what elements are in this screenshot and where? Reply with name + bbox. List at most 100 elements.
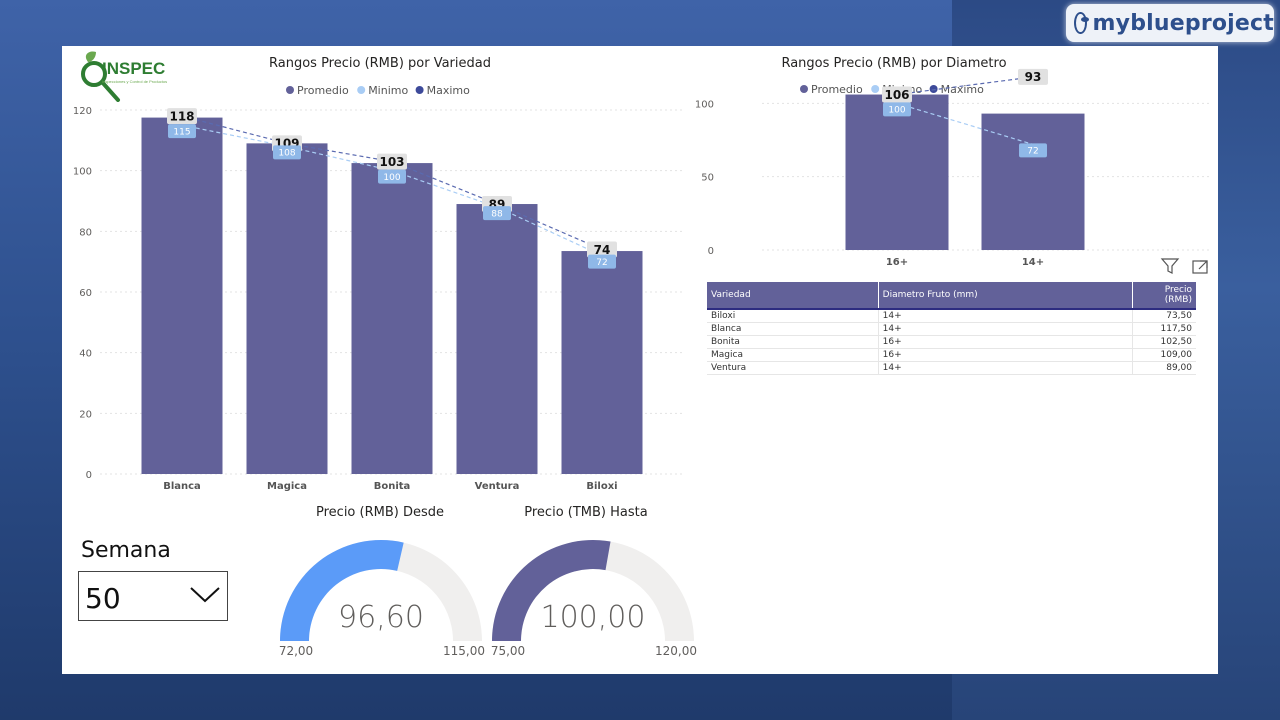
data-label-maximo-bg bbox=[1018, 68, 1048, 85]
legend-marker-promedio bbox=[800, 85, 808, 93]
data-label-minimo: 88 bbox=[491, 209, 503, 219]
data-label-minimo-bg bbox=[273, 145, 301, 160]
data-label-minimo-bg bbox=[168, 124, 196, 139]
data-label-maximo-bg bbox=[882, 86, 912, 103]
gauge-title: Precio (RMB) Desde bbox=[316, 505, 444, 520]
data-label-maximo-bg bbox=[587, 241, 617, 258]
legend-label-maximo[interactable]: Maximo bbox=[427, 84, 471, 97]
bar-14plus[interactable] bbox=[981, 113, 1085, 250]
bar-bonita[interactable] bbox=[351, 163, 433, 474]
data-label-minimo: 115 bbox=[173, 127, 190, 137]
table-cell: Biloxi bbox=[707, 309, 879, 323]
table-row[interactable]: Ventura 14+ 89,00 bbox=[707, 361, 1196, 375]
x-category-label: Biloxi bbox=[586, 481, 617, 492]
data-label-minimo: 72 bbox=[596, 258, 607, 268]
data-label-maximo: 74 bbox=[594, 243, 611, 257]
semana-dropdown[interactable]: 50 bbox=[78, 571, 228, 621]
focus-mode-icon[interactable] bbox=[1192, 260, 1208, 274]
data-label-minimo-bg bbox=[378, 169, 406, 184]
bar-biloxi[interactable] bbox=[561, 251, 643, 474]
data-label-maximo: 106 bbox=[884, 88, 909, 102]
blueberry-icon bbox=[1074, 12, 1089, 34]
data-label-maximo: 103 bbox=[379, 155, 404, 169]
table-cell: 14+ bbox=[878, 361, 1133, 375]
y-tick-label: 0 bbox=[86, 470, 92, 481]
semana-value: 50 bbox=[85, 582, 121, 615]
data-label-minimo-bg bbox=[483, 206, 511, 221]
table-cell: 16+ bbox=[878, 335, 1133, 349]
table-row[interactable]: Blanca 14+ 117,50 bbox=[707, 322, 1196, 336]
table-cell: 16+ bbox=[878, 348, 1133, 362]
gauge-precio-hasta: Precio (TMB) Hasta 100,00 75,00 120,00 bbox=[491, 505, 697, 658]
legend-label-maximo[interactable]: Maximo bbox=[941, 83, 985, 96]
table-header-cell[interactable]: Variedad bbox=[707, 282, 879, 310]
table-cell: 14+ bbox=[878, 309, 1133, 323]
data-label-minimo: 100 bbox=[383, 173, 400, 183]
y-tick-label: 80 bbox=[79, 227, 92, 238]
chart-title: Rangos Precio (RMB) por Diametro bbox=[781, 56, 1006, 71]
table-row[interactable]: Bonita 16+ 102,50 bbox=[707, 335, 1196, 349]
legend-marker-promedio bbox=[286, 86, 294, 94]
table-cell: 89,00 bbox=[1132, 361, 1196, 375]
chevron-down-icon[interactable] bbox=[189, 584, 221, 604]
semana-label: Semana bbox=[81, 538, 171, 563]
table-cell: Magica bbox=[707, 348, 879, 362]
gauge-fill[interactable] bbox=[280, 540, 404, 641]
gauge-title: Precio (TMB) Hasta bbox=[524, 505, 647, 520]
filter-icon[interactable] bbox=[1160, 258, 1180, 274]
table-header-cell[interactable]: Diametro Fruto (mm) bbox=[878, 282, 1133, 310]
series-line-maximo bbox=[896, 76, 1034, 96]
y-tick-label: 120 bbox=[73, 106, 92, 117]
data-label-minimo: 72 bbox=[1027, 147, 1038, 157]
data-label-minimo: 108 bbox=[278, 149, 295, 159]
gauge-value: 96,60 bbox=[338, 600, 424, 635]
data-label-minimo-bg bbox=[1019, 143, 1047, 158]
data-label-minimo-bg bbox=[588, 254, 616, 269]
x-category-label: Blanca bbox=[163, 481, 201, 492]
bar-16plus[interactable] bbox=[845, 94, 949, 251]
legend-marker-minimo bbox=[871, 85, 880, 93]
table-row[interactable]: Biloxi 14+ 73,50 bbox=[707, 309, 1196, 323]
data-label-maximo: 118 bbox=[169, 109, 194, 123]
visual-toolbar bbox=[1160, 258, 1208, 274]
data-label-minimo-bg bbox=[883, 102, 911, 117]
x-category-label: Bonita bbox=[374, 481, 411, 492]
chart-precio-por-diametro: Rangos Precio (RMB) por Diametro Promedio… bbox=[695, 56, 1212, 268]
table-header-cell[interactable]: Precio (RMB) bbox=[1132, 282, 1196, 310]
legend-label-minimo[interactable]: Minimo bbox=[368, 84, 408, 97]
gauge-min-label: 72,00 bbox=[279, 644, 313, 658]
table-cell: Blanca bbox=[707, 322, 879, 336]
table-cell: 109,00 bbox=[1132, 348, 1196, 362]
chart-title: Rangos Precio (RMB) por Variedad bbox=[269, 56, 491, 71]
table-cell: 14+ bbox=[878, 322, 1133, 336]
table-row[interactable]: Magica 16+ 109,00 bbox=[707, 348, 1196, 362]
series-line-maximo bbox=[181, 115, 603, 251]
chart-precio-por-variedad: Rangos Precio (RMB) por Variedad Promedio… bbox=[73, 56, 684, 492]
y-tick-label: 20 bbox=[79, 409, 92, 420]
legend-marker-minimo bbox=[357, 86, 366, 94]
gauge-fill[interactable] bbox=[492, 540, 611, 641]
legend-label-promedio[interactable]: Promedio bbox=[297, 84, 349, 97]
table-cell: Bonita bbox=[707, 335, 879, 349]
gauge-precio-desde: Precio (RMB) Desde 96,60 72,00 115,00 bbox=[279, 505, 485, 658]
y-tick-label: 50 bbox=[701, 173, 714, 184]
y-tick-label: 0 bbox=[708, 246, 714, 257]
bar-ventura[interactable] bbox=[456, 204, 538, 475]
y-tick-label: 40 bbox=[79, 349, 92, 360]
series-line-minimo bbox=[181, 124, 603, 257]
logo-subtitle: Inspecciones y Control de Productos bbox=[102, 79, 168, 84]
x-category-label: Magica bbox=[267, 481, 307, 492]
brand-name: myblueproject bbox=[1092, 10, 1274, 36]
table-cell: Ventura bbox=[707, 361, 879, 375]
gauge-max-label: 120,00 bbox=[655, 644, 697, 658]
legend-label-promedio[interactable]: Promedio bbox=[811, 83, 863, 96]
data-label-maximo-bg bbox=[377, 153, 407, 170]
bar-magica[interactable] bbox=[246, 143, 328, 474]
bar-blanca[interactable] bbox=[141, 117, 223, 474]
x-category-label: 16+ bbox=[886, 257, 908, 268]
table-cell: 73,50 bbox=[1132, 309, 1196, 323]
series-line-minimo bbox=[896, 102, 1034, 145]
data-label-maximo: 93 bbox=[1025, 70, 1042, 84]
gauge-value: 100,00 bbox=[541, 600, 646, 635]
data-label-maximo-bg bbox=[167, 108, 197, 125]
